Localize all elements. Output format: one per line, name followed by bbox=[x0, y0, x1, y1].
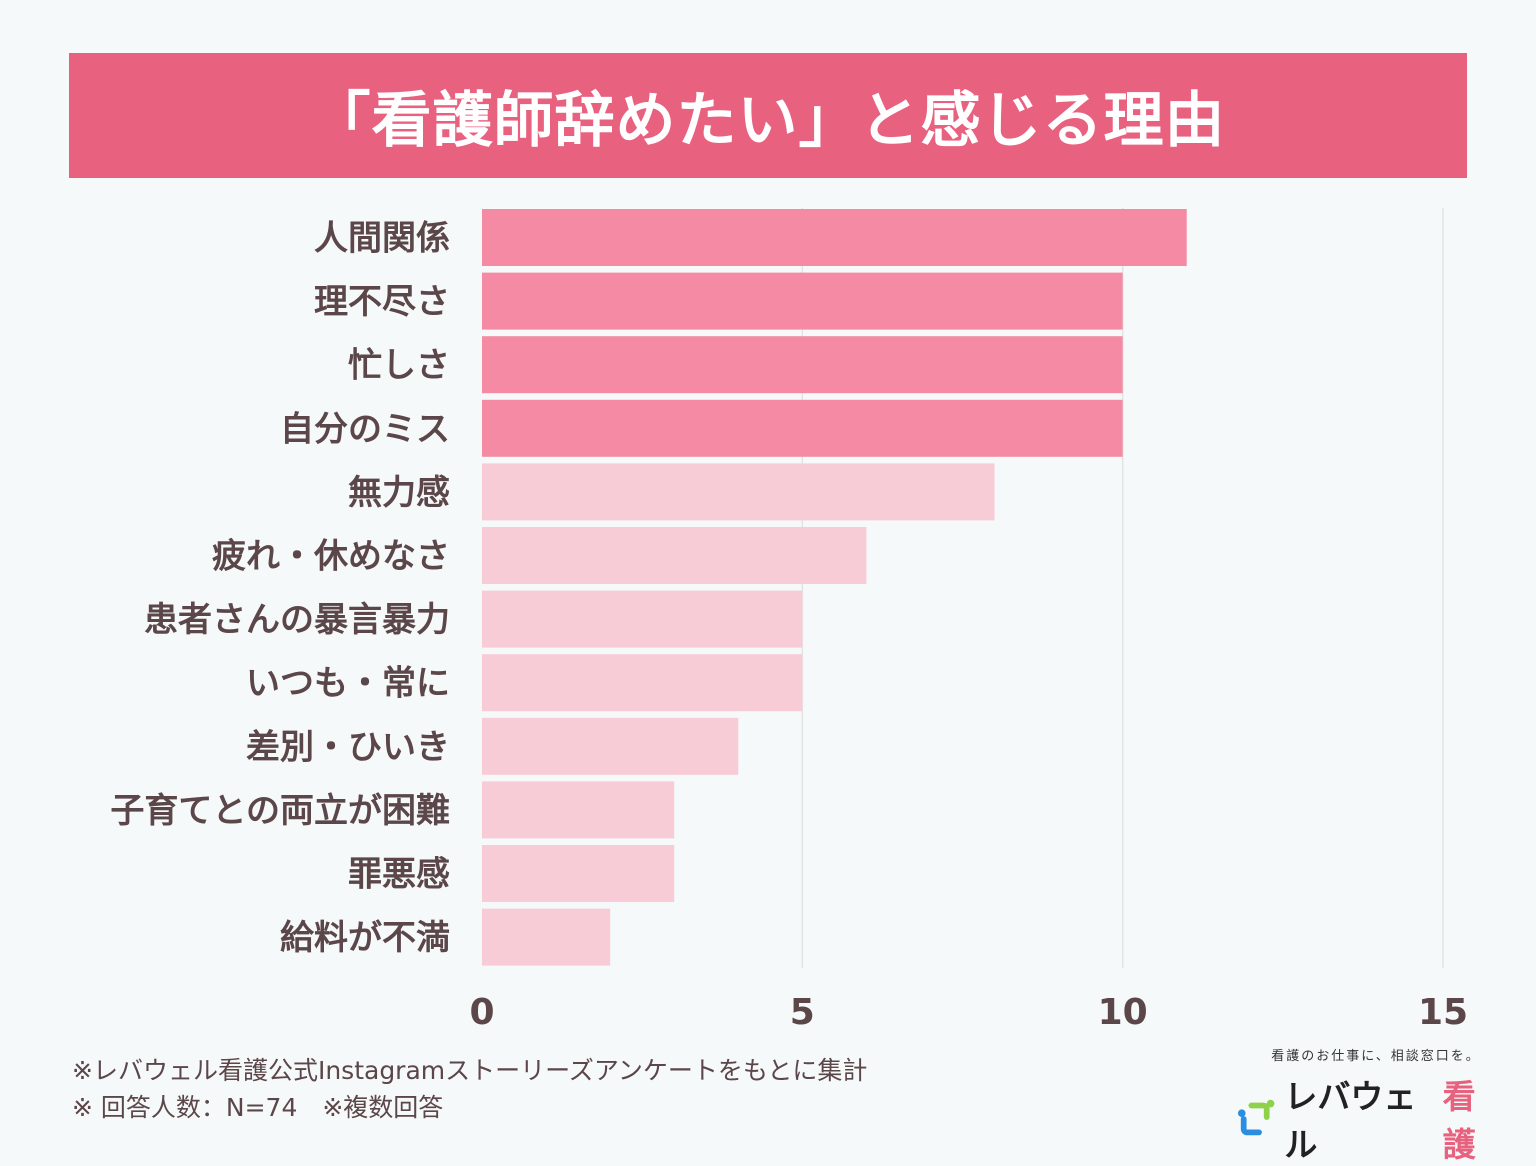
logo: 看護のお仕事に、相談窓口を。 レバウェル 看護 bbox=[1236, 1045, 1506, 1166]
category-label: 人間関係 bbox=[314, 219, 450, 259]
logo-tagline: 看護のお仕事に、相談窓口を。 bbox=[1271, 1049, 1481, 1064]
category-label: 忙しさ bbox=[348, 346, 450, 386]
chart-title: 「看護師辞めたい」と感じる理由 bbox=[310, 86, 1226, 156]
sample-note: ※ 回答人数：N=74 ※複数回答 bbox=[72, 1093, 444, 1122]
title-banner: 「看護師辞めたい」と感じる理由 bbox=[69, 53, 1467, 178]
bar bbox=[482, 654, 803, 712]
bar bbox=[482, 272, 1123, 330]
category-label: 給料が不満 bbox=[280, 918, 450, 958]
bar bbox=[482, 717, 739, 775]
source-note: ※レバウェル看護公式Instagramストーリーズアンケートをもとに集計 bbox=[72, 1056, 868, 1085]
category-label: 理不尽さ bbox=[314, 282, 450, 322]
category-label: 疲れ・休めなさ bbox=[212, 537, 450, 577]
category-label: 無力感 bbox=[348, 473, 450, 513]
category-label: いつも・常に bbox=[246, 664, 450, 704]
bar bbox=[482, 781, 675, 839]
bar bbox=[482, 527, 867, 584]
category-label: 自分のミス bbox=[280, 409, 450, 449]
category-label: 罪悪感 bbox=[348, 855, 450, 895]
bar bbox=[482, 590, 803, 648]
bar bbox=[482, 463, 995, 521]
x-tick-label: 0 bbox=[469, 992, 494, 1033]
bar bbox=[482, 336, 1123, 394]
bar bbox=[482, 209, 1187, 266]
category-label: 差別・ひいき bbox=[246, 727, 450, 767]
bar bbox=[482, 908, 611, 966]
bar bbox=[482, 845, 675, 902]
x-tick-label: 5 bbox=[790, 992, 815, 1033]
x-tick-label: 15 bbox=[1418, 992, 1468, 1033]
logo-mark-icon bbox=[1237, 1099, 1275, 1136]
x-tick-label: 10 bbox=[1098, 992, 1148, 1033]
bar bbox=[482, 399, 1123, 457]
footnotes: ※レバウェル看護公式Instagramストーリーズアンケートをもとに集計 ※ 回… bbox=[72, 1052, 867, 1126]
category-label: 子育てとの両立が困難 bbox=[110, 791, 450, 831]
category-label: 患者さんの暴言暴力 bbox=[144, 600, 450, 640]
